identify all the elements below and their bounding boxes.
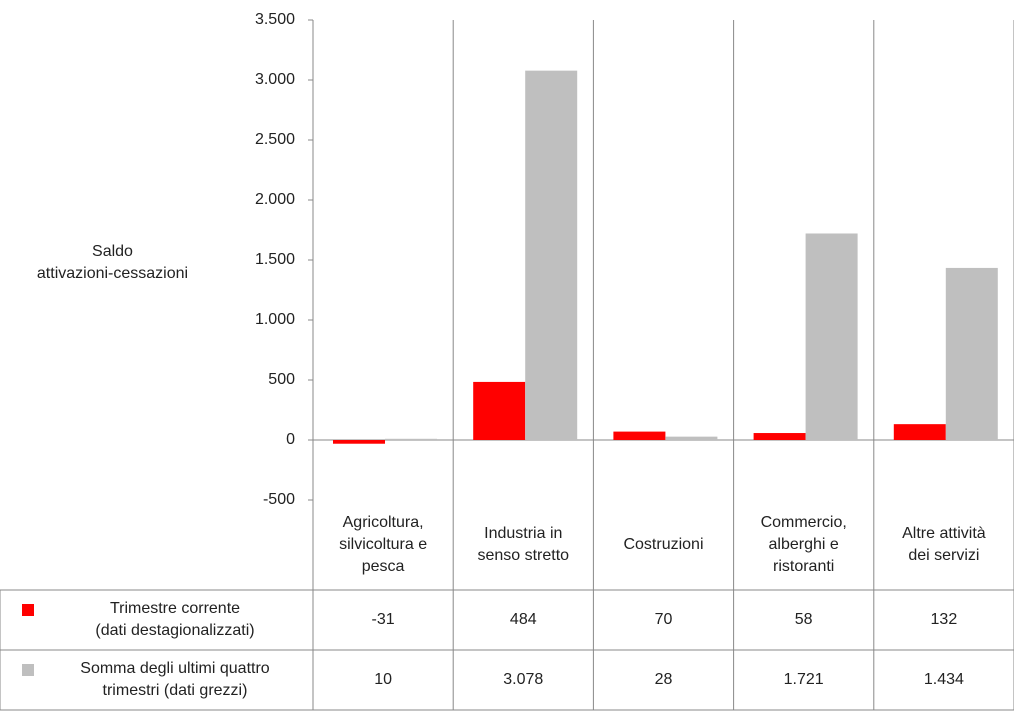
category-label: Industria in senso stretto (477, 525, 570, 564)
category-label: Agricoltura, silvicoltura e pesca (339, 514, 428, 575)
legend-key (22, 604, 34, 616)
table-value: 484 (509, 611, 537, 628)
y-tick-label: 1.000 (254, 311, 295, 328)
bar (385, 438, 437, 440)
y-tick-label: 2.000 (254, 191, 295, 208)
y-tick-label: 0 (286, 431, 295, 448)
table-value: 3.078 (503, 671, 544, 688)
table-value: 1.721 (783, 671, 824, 688)
y-tick-label: 3.500 (254, 11, 295, 28)
table-value: 58 (794, 611, 813, 628)
legend-key (22, 664, 34, 676)
y-tick-label: 1.500 (254, 251, 295, 268)
bar (665, 436, 718, 440)
bar (945, 267, 998, 440)
table-value: -31 (371, 611, 395, 628)
bar (525, 70, 578, 440)
table-value: 70 (654, 611, 673, 628)
table-value: 1.434 (923, 671, 964, 688)
y-tick-label: 2.500 (254, 131, 295, 148)
bar (333, 440, 385, 444)
bar (805, 233, 858, 440)
category-label: Costruzioni (623, 536, 704, 553)
bar (613, 431, 666, 440)
y-tick-label: 3.000 (254, 71, 295, 88)
bar (473, 381, 526, 440)
category-label: Altre attività dei servizi (902, 525, 986, 564)
table-value: 132 (930, 611, 958, 628)
y-label: Saldo attivazioni-cessazioni (36, 242, 189, 282)
legend-label: Trimestre corrente (dati destagionalizza… (95, 600, 255, 639)
y-tick-label: 500 (268, 371, 295, 388)
bar (753, 433, 806, 440)
y-tick-label: -500 (262, 491, 295, 508)
bar (893, 424, 946, 440)
category-label: Commercio, alberghi e ristoranti (760, 514, 847, 575)
table-value: 28 (654, 671, 673, 688)
table-value: 10 (374, 671, 392, 688)
legend-label: Somma degli ultimi quattro trimestri (da… (80, 660, 270, 699)
